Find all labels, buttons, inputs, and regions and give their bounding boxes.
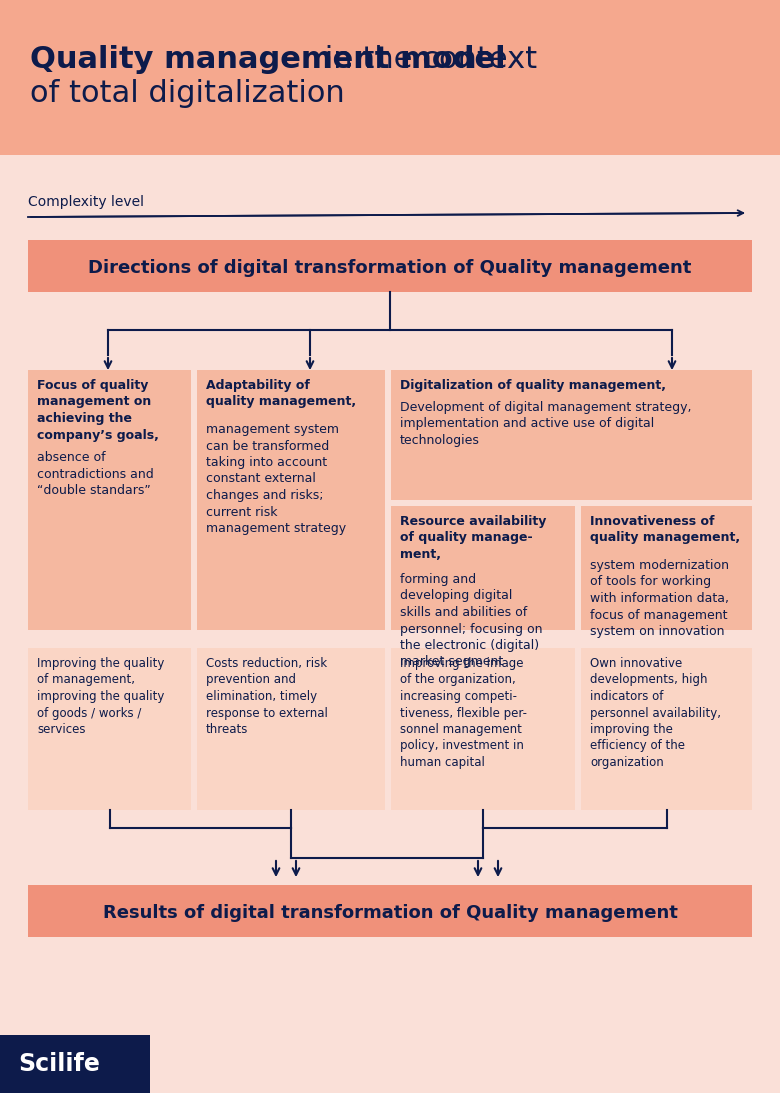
Text: Complexity level: Complexity level: [28, 195, 144, 209]
Text: Adaptability of
quality management,: Adaptability of quality management,: [206, 379, 356, 409]
Bar: [0, 1035, 150, 1093]
Text: management system
can be transformed
taking into account
constant external
chang: management system can be transformed tak…: [206, 423, 346, 534]
Bar: [0, 155, 780, 1093]
Text: absence of
contradictions and
“double standars”: absence of contradictions and “double st…: [37, 451, 154, 497]
Text: Focus of quality
management on
achieving the
company’s goals,: Focus of quality management on achieving…: [37, 379, 159, 442]
Text: Improving the quality
of management,
improving the quality
of goods / works /
se: Improving the quality of management, imp…: [37, 657, 165, 736]
Text: Quality management model: Quality management model: [30, 45, 505, 74]
Text: Own innovative
developments, high
indicators of
personnel availability,
improvin: Own innovative developments, high indica…: [590, 657, 721, 769]
Text: Resource availability
of quality manage-
ment,: Resource availability of quality manage-…: [400, 515, 546, 561]
Bar: [28, 371, 191, 630]
Bar: [28, 240, 752, 292]
Text: Development of digital management strategy,
implementation and active use of dig: Development of digital management strate…: [400, 401, 692, 447]
Bar: [197, 371, 385, 630]
Bar: [28, 648, 191, 810]
Bar: [197, 648, 385, 810]
Text: Digitalization of quality management,: Digitalization of quality management,: [400, 379, 666, 392]
Bar: [581, 648, 752, 810]
Text: in the context: in the context: [315, 45, 537, 74]
Bar: [28, 885, 752, 937]
Text: Results of digital transformation of Quality management: Results of digital transformation of Qua…: [102, 904, 678, 922]
Text: of total digitalization: of total digitalization: [30, 79, 345, 108]
Text: forming and
developing digital
skills and abilities of
personnel; focusing on
th: forming and developing digital skills an…: [400, 573, 543, 669]
Text: Scilife: Scilife: [18, 1051, 100, 1076]
Text: Costs reduction, risk
prevention and
elimination, timely
response to external
th: Costs reduction, risk prevention and eli…: [206, 657, 328, 736]
Bar: [391, 506, 575, 630]
Text: Innovativeness of
quality management,: Innovativeness of quality management,: [590, 515, 740, 544]
Text: Improving the image
of the organization,
increasing competi-
tiveness, flexible : Improving the image of the organization,…: [400, 657, 527, 769]
Bar: [581, 506, 752, 630]
Bar: [0, 0, 780, 155]
Text: system modernization
of tools for working
with information data,
focus of manage: system modernization of tools for workin…: [590, 559, 729, 638]
Bar: [391, 371, 752, 500]
Text: Directions of digital transformation of Quality management: Directions of digital transformation of …: [88, 259, 692, 277]
Bar: [391, 648, 575, 810]
